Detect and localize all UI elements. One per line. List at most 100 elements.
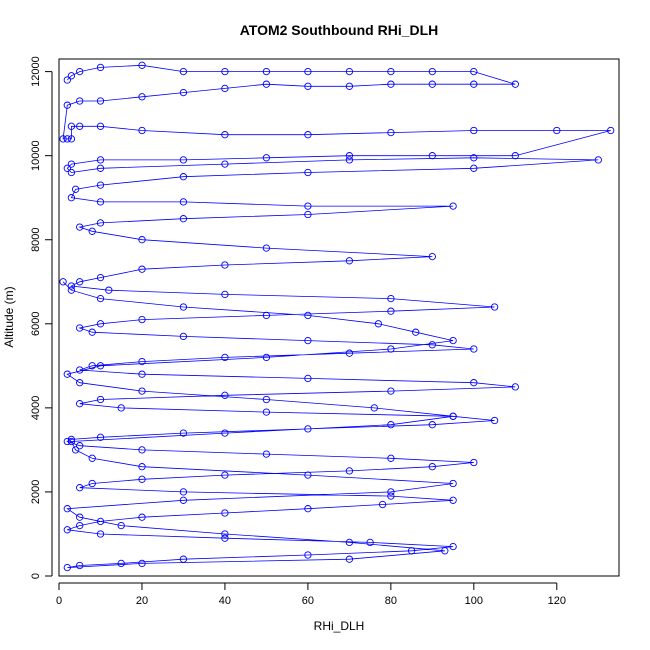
data-point bbox=[262, 311, 271, 320]
data-point bbox=[96, 517, 105, 526]
data-point bbox=[221, 353, 229, 362]
data-point bbox=[262, 154, 271, 162]
data-point bbox=[96, 273, 105, 282]
data-point bbox=[221, 391, 229, 399]
data-point bbox=[262, 244, 271, 252]
data-point bbox=[88, 328, 96, 336]
data-point bbox=[449, 202, 457, 210]
y-tick-label: 0 bbox=[30, 573, 42, 579]
data-point bbox=[117, 559, 125, 568]
data-point bbox=[511, 80, 519, 88]
data-point bbox=[387, 488, 395, 496]
data-point bbox=[96, 294, 105, 303]
y-tick-label: 10000 bbox=[30, 140, 42, 171]
data-point bbox=[387, 421, 395, 429]
data-point bbox=[63, 164, 71, 172]
data-point bbox=[387, 387, 395, 395]
data-point bbox=[345, 156, 354, 164]
data-point bbox=[449, 336, 457, 345]
data-point bbox=[262, 408, 271, 416]
data-point bbox=[67, 286, 76, 294]
data-point bbox=[179, 67, 188, 76]
data-point bbox=[96, 362, 105, 370]
data-point bbox=[96, 433, 105, 441]
data-point bbox=[63, 526, 71, 534]
data-point bbox=[138, 93, 146, 101]
data-point bbox=[304, 131, 312, 139]
data-point bbox=[63, 101, 71, 109]
data-point bbox=[221, 261, 229, 269]
data-point bbox=[138, 126, 146, 135]
data-point bbox=[138, 513, 146, 521]
data-point bbox=[470, 67, 478, 76]
data-point bbox=[96, 156, 105, 164]
data-point bbox=[374, 320, 383, 328]
data-point bbox=[76, 223, 84, 231]
y-tick-label: 8000 bbox=[30, 227, 42, 251]
data-point bbox=[179, 488, 188, 496]
data-point bbox=[138, 387, 146, 395]
data-point bbox=[428, 341, 436, 349]
x-axis: 0 20 40 60 80 100 120 bbox=[56, 582, 566, 607]
data-point bbox=[76, 484, 84, 492]
data-point bbox=[63, 563, 71, 572]
data-point bbox=[441, 547, 449, 555]
data-point bbox=[407, 547, 416, 555]
data-point bbox=[105, 286, 113, 294]
x-tick-label: 120 bbox=[548, 595, 566, 607]
y-tick-label: 4000 bbox=[30, 396, 42, 420]
data-point bbox=[428, 80, 436, 88]
data-point bbox=[88, 454, 96, 462]
data-point bbox=[179, 303, 188, 311]
x-tick-label: 0 bbox=[56, 595, 62, 607]
data-point bbox=[345, 349, 354, 357]
chart-title: ATOM2 Southbound RHi_DLH bbox=[240, 22, 439, 38]
data-point bbox=[221, 290, 229, 299]
data-point bbox=[117, 521, 125, 530]
data-point bbox=[67, 135, 76, 143]
data-point bbox=[221, 530, 229, 538]
data-point bbox=[96, 530, 105, 538]
data-point bbox=[366, 538, 374, 547]
data-point bbox=[76, 366, 84, 374]
data-point bbox=[449, 412, 457, 420]
data-point bbox=[96, 63, 105, 72]
plot-area bbox=[59, 61, 615, 572]
data-point bbox=[221, 429, 229, 437]
y-tick-label: 6000 bbox=[30, 312, 42, 336]
data-point bbox=[470, 345, 478, 353]
y-axis-label: Altitude (m) bbox=[2, 286, 16, 347]
data-point bbox=[96, 181, 105, 189]
data-point bbox=[59, 278, 67, 286]
data-point bbox=[304, 471, 312, 479]
data-point bbox=[345, 67, 354, 76]
data-point bbox=[96, 198, 105, 206]
data-point bbox=[470, 126, 478, 135]
data-point bbox=[304, 425, 312, 433]
data-point bbox=[76, 122, 84, 130]
data-point bbox=[117, 404, 125, 412]
data-point bbox=[304, 210, 312, 219]
data-point bbox=[71, 185, 80, 193]
data-point bbox=[428, 421, 436, 429]
data-point bbox=[387, 294, 395, 303]
y-axis: 0 2000 4000 6000 8000 10000 12000 bbox=[30, 56, 53, 579]
data-point bbox=[387, 80, 395, 88]
data-point bbox=[221, 509, 229, 517]
data-point bbox=[262, 450, 271, 458]
data-point bbox=[88, 362, 96, 370]
data-point bbox=[262, 80, 271, 88]
data-point bbox=[138, 236, 146, 244]
data-point bbox=[63, 505, 71, 513]
data-point bbox=[63, 135, 71, 143]
data-point bbox=[449, 542, 457, 551]
data-point bbox=[304, 311, 312, 320]
data-point bbox=[71, 446, 80, 454]
data-point bbox=[387, 67, 395, 76]
data-point bbox=[138, 357, 146, 366]
data-point bbox=[88, 479, 96, 488]
data-point bbox=[428, 67, 436, 76]
data-point bbox=[345, 555, 354, 563]
y-tick-label: 2000 bbox=[30, 480, 42, 504]
